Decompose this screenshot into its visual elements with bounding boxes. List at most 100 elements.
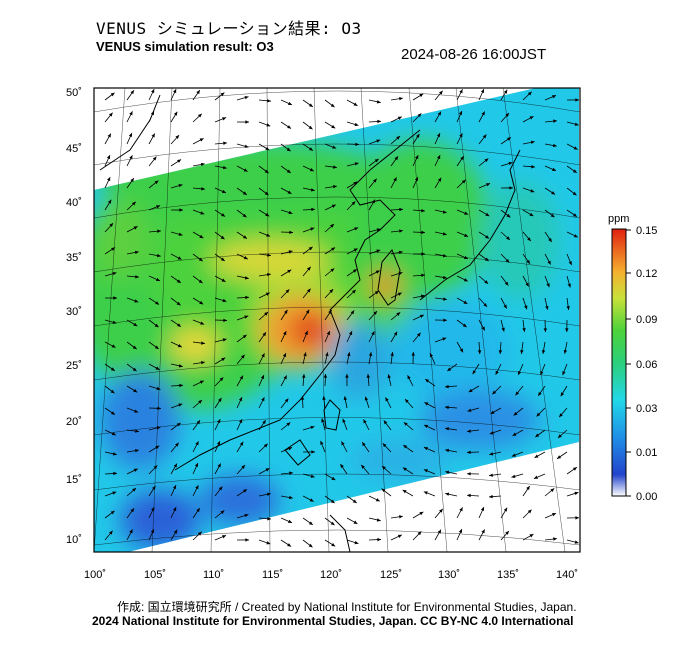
wind-arrowhead xyxy=(552,513,557,517)
wind-arrowhead xyxy=(445,405,449,410)
wind-arrowhead xyxy=(445,427,449,431)
wind-arrowhead xyxy=(129,111,133,116)
wind-arrowhead xyxy=(572,213,577,217)
wind-arrowhead xyxy=(398,271,403,276)
wind-arrowhead xyxy=(197,531,202,536)
wind-arrowhead xyxy=(156,426,161,430)
wind-arrowhead xyxy=(245,120,249,124)
wind-arrowhead xyxy=(345,374,349,378)
wind-arrowhead xyxy=(264,169,269,174)
colorbar-unit: ppm xyxy=(608,213,629,225)
wind-arrowhead xyxy=(515,391,520,396)
wind-arrowhead xyxy=(486,183,491,187)
wind-arrowhead xyxy=(288,447,293,451)
colorbar: ppm 0.15 0.12 0.09 0.06 0.03 0.01 0.00 xyxy=(608,213,657,503)
wind-arrowhead xyxy=(463,278,468,282)
wind-arrowhead xyxy=(535,433,540,438)
wind-arrowhead xyxy=(574,540,579,544)
wind-arrowhead xyxy=(173,463,177,468)
wind-arrowhead xyxy=(239,375,243,380)
wind-arrowhead xyxy=(178,403,183,407)
wind-arrowhead xyxy=(568,261,572,266)
wind-arrowhead xyxy=(445,384,449,389)
lat-tick-label: 45˚ xyxy=(66,143,82,155)
wind-arrowhead xyxy=(310,425,315,430)
wind-arrowhead xyxy=(366,374,371,378)
wind-arrowhead xyxy=(286,147,291,152)
wind-arrowhead xyxy=(445,492,450,496)
wind-arrowhead xyxy=(176,279,181,283)
wind-arrowhead xyxy=(527,509,532,514)
o3-concentration-field xyxy=(94,88,580,552)
lon-tick-label: 125˚ xyxy=(380,569,402,581)
wind-arrowhead xyxy=(152,156,157,161)
wind-arrowhead xyxy=(459,348,464,353)
wind-arrowhead xyxy=(442,210,447,214)
wind-arrowhead xyxy=(550,488,555,493)
wind-arrowhead xyxy=(566,306,570,310)
wind-arrowhead xyxy=(503,89,508,94)
wind-arrowhead xyxy=(423,491,428,495)
wind-arrowhead xyxy=(198,257,203,262)
wind-arrowhead xyxy=(424,402,429,406)
wind-arrowhead xyxy=(267,253,271,257)
wind-arrowhead xyxy=(550,213,555,218)
wind-arrowhead xyxy=(218,486,223,491)
wind-arrowhead xyxy=(373,311,378,315)
wind-arrowhead xyxy=(178,232,183,236)
wind-arrowhead xyxy=(309,498,314,502)
wind-arrowhead xyxy=(110,92,115,97)
wind-arrowhead xyxy=(176,301,181,306)
wind-arrowhead xyxy=(429,353,434,358)
wind-arrowhead xyxy=(481,529,485,534)
wind-arrowhead xyxy=(506,213,511,218)
wind-arrowhead xyxy=(547,260,551,265)
wind-arrowhead xyxy=(529,212,534,217)
wind-arrowhead xyxy=(157,406,161,411)
wind-arrowhead xyxy=(133,226,138,230)
wind-arrowhead xyxy=(199,380,204,384)
wind-arrowhead xyxy=(371,199,375,204)
wind-arrowhead xyxy=(415,155,419,160)
wind-arrowhead xyxy=(511,474,516,478)
wind-arrowhead xyxy=(552,95,557,99)
coastline xyxy=(99,94,521,552)
wind-arrowhead xyxy=(266,123,271,127)
wind-arrowhead xyxy=(331,204,336,208)
wind-arrowhead xyxy=(445,470,450,475)
wind-arrowhead xyxy=(572,467,577,471)
lat-tick-label: 15˚ xyxy=(66,474,82,486)
wind-arrowhead xyxy=(436,155,441,160)
wind-arrowhead xyxy=(489,494,493,499)
wind-arrowhead xyxy=(263,443,268,448)
wind-arrowhead xyxy=(107,199,112,204)
wind-arrowhead xyxy=(109,530,113,535)
wind-arrowhead xyxy=(364,396,369,401)
wind-arrowhead xyxy=(284,398,289,403)
wind-arrowhead xyxy=(399,515,403,519)
wind-arrowhead xyxy=(172,485,177,490)
wind-arrowhead xyxy=(505,113,510,117)
lon-tick-label: 135˚ xyxy=(497,569,519,581)
wind-arrowhead xyxy=(262,332,267,337)
wind-arrowhead xyxy=(402,467,407,471)
wind-arrowhead xyxy=(134,299,139,303)
wind-arrowhead xyxy=(574,491,579,496)
wind-arrowhead xyxy=(155,366,160,370)
wind-arrowhead xyxy=(377,119,381,124)
wind-arrowhead xyxy=(437,111,441,116)
wind-arrowhead xyxy=(362,442,366,447)
wind-arrowhead xyxy=(265,292,270,296)
wind-arrowhead xyxy=(264,191,269,196)
wind-arrowhead xyxy=(552,143,557,148)
wind-arrowhead xyxy=(178,183,183,188)
wind-arrowhead xyxy=(154,345,159,349)
wind-arrowhead xyxy=(447,367,452,372)
wind-arrowhead xyxy=(407,375,411,380)
wind-arrowhead xyxy=(220,92,225,97)
wind-arrowhead xyxy=(195,441,199,446)
wind-arrowhead xyxy=(371,331,375,336)
wind-arrowhead xyxy=(557,455,562,459)
wind-arrowhead xyxy=(267,99,271,103)
wind-arrowhead xyxy=(112,320,117,324)
